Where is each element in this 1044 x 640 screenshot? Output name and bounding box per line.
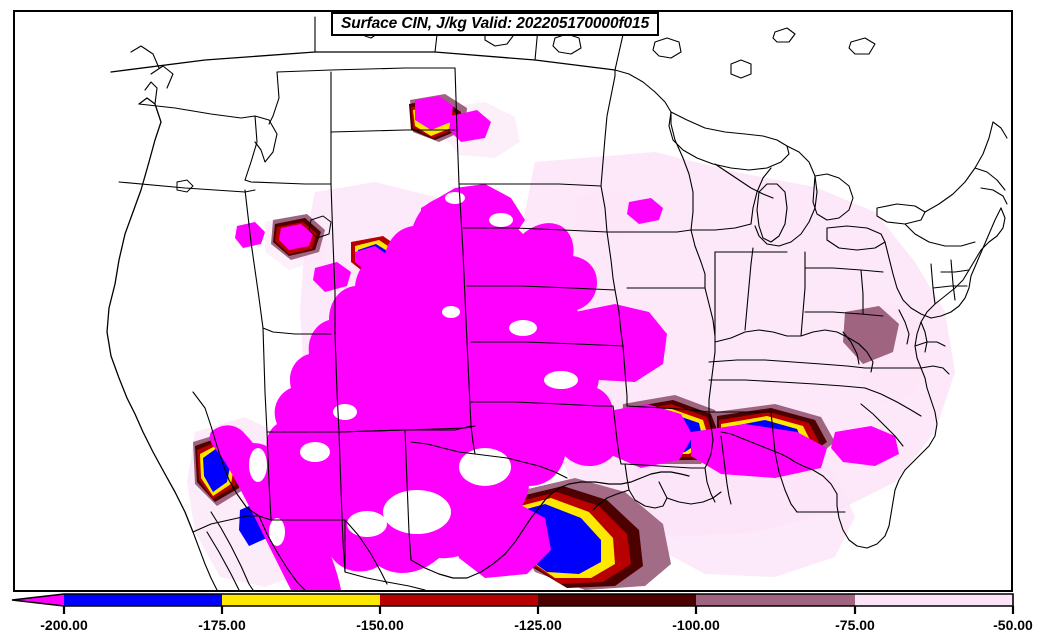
colorbar-svg[interactable]: -200.00 -175.00 -150.00 -125.00 -100.00 … [0,592,1044,640]
colorbar-segment-blue [64,594,222,606]
colorbar-tick-label: -50.00 [993,617,1033,633]
colorbar-tick-labels: -200.00 -175.00 -150.00 -125.00 -100.00 … [40,617,1033,633]
colorbar-segments [64,594,1013,606]
colorbar-segment-yellow [222,594,380,606]
colorbar-tick-label: -125.00 [514,617,562,633]
colorbar-outline [11,593,1014,607]
colorbar-tick-label: -200.00 [40,617,88,633]
colorbar-tick-label: -100.00 [672,617,720,633]
colorbar-tick-label: -75.00 [835,617,875,633]
colorbar-segment-mauve [696,594,855,606]
colorbar-extend-min-arrow [12,594,64,606]
colorbar[interactable]: -200.00 -175.00 -150.00 -125.00 -100.00 … [0,592,1044,640]
map-title-box: Surface CIN, J/kg Valid: 202205170000f01… [331,12,660,36]
map-frame[interactable] [13,10,1013,592]
colorbar-tick-label: -175.00 [198,617,246,633]
colorbar-segment-palepink [855,594,1013,606]
geography-layer [106,16,1008,590]
cin-fill-layer [187,94,955,590]
colorbar-tick-label: -150.00 [356,617,404,633]
colorbar-ticks [62,606,1015,614]
colorbar-segment-red [380,594,538,606]
colorbar-segment-darkred [538,594,696,606]
map-canvas[interactable] [15,12,1011,590]
map-title-text: Surface CIN, J/kg Valid: 202205170000f01… [341,15,650,32]
